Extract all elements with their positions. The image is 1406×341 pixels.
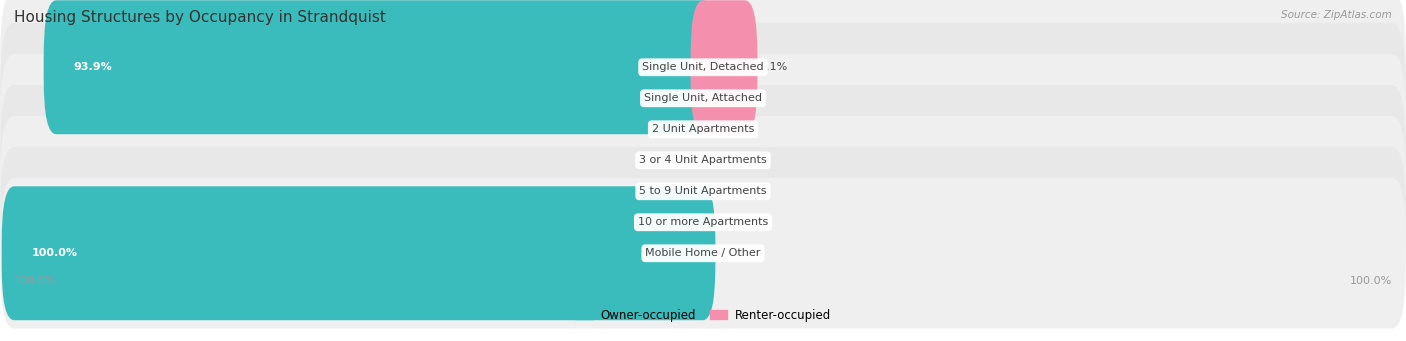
Text: 0.0%: 0.0% <box>661 186 689 196</box>
FancyBboxPatch shape <box>0 147 1406 298</box>
Text: 0.0%: 0.0% <box>717 124 745 134</box>
FancyBboxPatch shape <box>0 85 1406 236</box>
Text: 0.0%: 0.0% <box>717 217 745 227</box>
Text: 100.0%: 100.0% <box>1350 276 1392 286</box>
Text: 10 or more Apartments: 10 or more Apartments <box>638 217 768 227</box>
Text: 93.9%: 93.9% <box>73 62 112 72</box>
Text: 0.0%: 0.0% <box>661 217 689 227</box>
Text: 0.0%: 0.0% <box>717 155 745 165</box>
Text: 6.1%: 6.1% <box>759 62 787 72</box>
FancyBboxPatch shape <box>690 0 758 134</box>
Text: Mobile Home / Other: Mobile Home / Other <box>645 248 761 258</box>
FancyBboxPatch shape <box>0 23 1406 174</box>
FancyBboxPatch shape <box>44 0 716 134</box>
Text: 0.0%: 0.0% <box>661 124 689 134</box>
FancyBboxPatch shape <box>0 116 1406 267</box>
FancyBboxPatch shape <box>1 186 716 320</box>
Text: 0.0%: 0.0% <box>717 93 745 103</box>
Text: 0.0%: 0.0% <box>717 186 745 196</box>
Text: 0.0%: 0.0% <box>661 93 689 103</box>
FancyBboxPatch shape <box>0 178 1406 329</box>
Text: Source: ZipAtlas.com: Source: ZipAtlas.com <box>1281 10 1392 20</box>
Text: 0.0%: 0.0% <box>717 248 745 258</box>
FancyBboxPatch shape <box>0 0 1406 143</box>
Text: 100.0%: 100.0% <box>31 248 77 258</box>
Text: Single Unit, Detached: Single Unit, Detached <box>643 62 763 72</box>
Text: Housing Structures by Occupancy in Strandquist: Housing Structures by Occupancy in Stran… <box>14 10 385 25</box>
Legend: Owner-occupied, Renter-occupied: Owner-occupied, Renter-occupied <box>571 304 835 326</box>
Text: 2 Unit Apartments: 2 Unit Apartments <box>652 124 754 134</box>
Text: 5 to 9 Unit Apartments: 5 to 9 Unit Apartments <box>640 186 766 196</box>
Text: 3 or 4 Unit Apartments: 3 or 4 Unit Apartments <box>640 155 766 165</box>
Text: 100.0%: 100.0% <box>14 276 56 286</box>
Text: 0.0%: 0.0% <box>661 155 689 165</box>
Text: Single Unit, Attached: Single Unit, Attached <box>644 93 762 103</box>
FancyBboxPatch shape <box>0 54 1406 205</box>
